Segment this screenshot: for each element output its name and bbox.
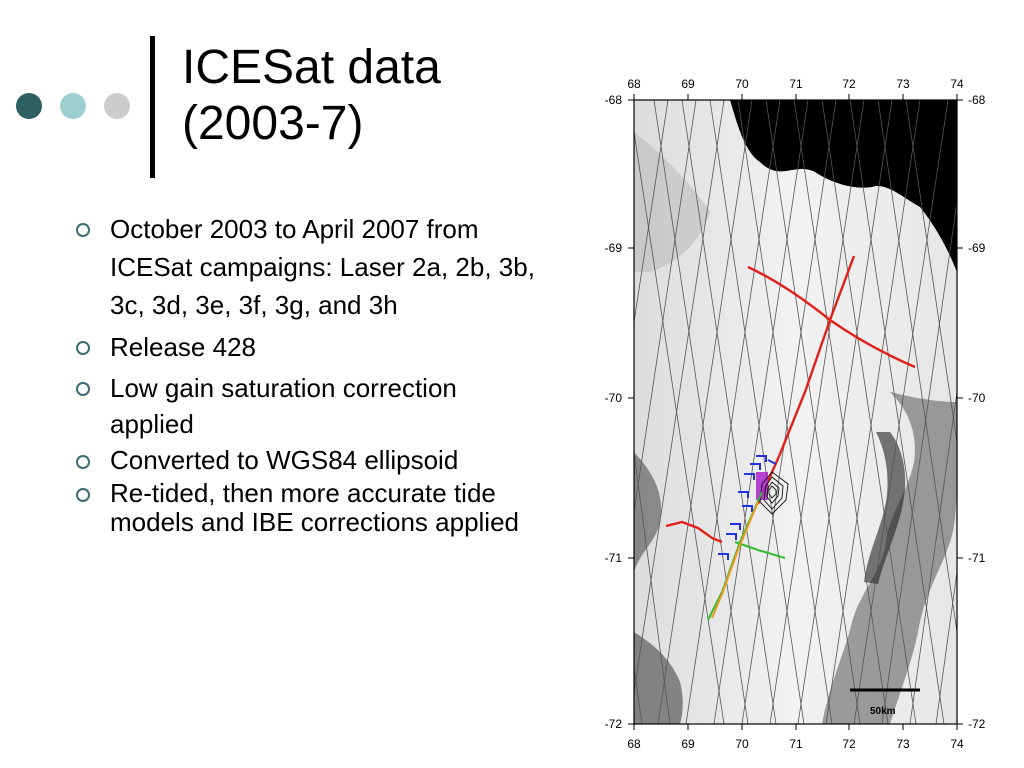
x-tick-bottom: 73: [896, 737, 910, 751]
bullet-ring-icon: [76, 488, 90, 502]
x-tick-top: 68: [627, 77, 641, 91]
y-tick-left: -68: [605, 93, 623, 107]
title-line-1: ICESat data: [182, 41, 441, 94]
orange-survey-lines: [711, 501, 759, 619]
x-tick-bottom: 72: [842, 737, 856, 751]
x-tick-bottom: 68: [627, 737, 641, 751]
y-tick-left: -72: [605, 717, 623, 731]
x-tick-top: 69: [681, 77, 695, 91]
y-tick-right: -72: [968, 717, 986, 731]
title-line-2: (2003-7): [182, 97, 364, 150]
x-tick-bottom: 71: [789, 737, 803, 751]
slide-title: ICESat data (2003-7): [182, 40, 441, 152]
scale-bar-label: 50km: [870, 706, 896, 717]
y-tick-right: -71: [968, 551, 986, 565]
x-tick-bottom: 74: [950, 737, 964, 751]
decor-dot-dark: [16, 93, 42, 119]
land-texture-upper-left: [634, 132, 710, 272]
coast-shading-dark: [864, 432, 906, 584]
bullet-ring-icon: [76, 341, 90, 355]
bullet-text: Low gain saturation correction applied: [110, 373, 457, 439]
blue-survey-marks: [718, 455, 777, 560]
y-tick-right: -68: [968, 93, 986, 107]
land-texture-left: [634, 452, 662, 572]
bullet-text: Release 428: [110, 332, 256, 362]
y-tick-right: -69: [968, 241, 986, 255]
x-tick-bottom: 70: [735, 737, 749, 751]
land-texture-lower-left: [634, 632, 683, 724]
bullet-ring-icon: [76, 382, 90, 396]
y-tick-left: -69: [605, 241, 623, 255]
bullet-ring-icon: [76, 223, 90, 237]
y-tick-left: -71: [605, 551, 623, 565]
x-tick-top: 71: [789, 77, 803, 91]
title-divider: [150, 36, 155, 178]
bullet-text: Converted to WGS84 ellipsoid: [110, 445, 459, 475]
x-tick-top: 73: [896, 77, 910, 91]
coast-shading: [822, 392, 957, 724]
x-tick-top: 74: [950, 77, 964, 91]
bullet-item: October 2003 to April 2007 from ICESat c…: [70, 210, 540, 324]
bullet-text: October 2003 to April 2007 from ICESat c…: [110, 214, 535, 320]
x-tick-top: 72: [842, 77, 856, 91]
x-tick-bottom: 69: [681, 737, 695, 751]
bullet-list: October 2003 to April 2007 from ICESat c…: [70, 210, 540, 537]
bullet-text: Re-tided, then more accurate tide models…: [110, 478, 520, 537]
red-survey-lines: [665, 255, 916, 544]
map-axis-ticks: 68 69 70 71 72 73 74 68 69 70 71 72 73 7…: [605, 77, 986, 751]
ground-tracks: [634, 100, 957, 724]
ocean-area: [730, 100, 957, 272]
bullet-item: Converted to WGS84 ellipsoid: [70, 446, 540, 475]
y-tick-left: -70: [605, 391, 623, 405]
bullet-item: Release 428: [70, 328, 540, 366]
black-survey-rosette: [759, 471, 789, 515]
bullet-item: Re-tided, then more accurate tide models…: [70, 479, 540, 537]
x-tick-top: 70: [735, 77, 749, 91]
y-tick-right: -70: [968, 391, 986, 405]
decor-dot-teal: [60, 93, 86, 119]
bullet-ring-icon: [76, 455, 90, 469]
icesat-track-map: 50km 68 69 70 71 72 73 74 68 69 70 71 72…: [605, 77, 986, 751]
decor-dot-gray: [104, 93, 130, 119]
bullet-item: Low gain saturation correction applied: [70, 370, 540, 442]
